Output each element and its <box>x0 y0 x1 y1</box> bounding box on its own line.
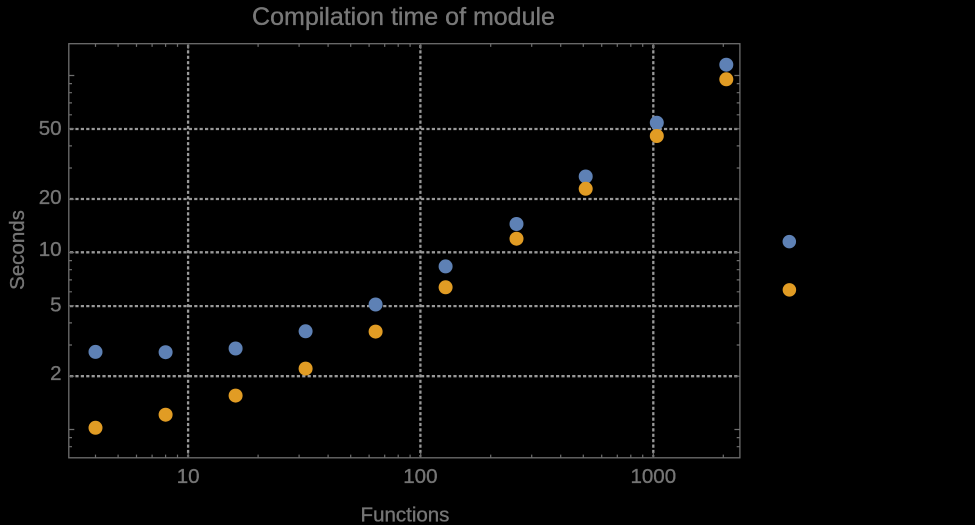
svg-text:Functions: Functions <box>361 504 450 525</box>
svg-text:20: 20 <box>39 186 62 209</box>
svg-text:10: 10 <box>39 238 62 261</box>
svg-text:Seconds: Seconds <box>6 210 29 290</box>
svg-text:Compilation time of module: Compilation time of module <box>252 3 555 31</box>
svg-text:10: 10 <box>177 465 200 488</box>
svg-text:100: 100 <box>403 465 437 488</box>
svg-text:2: 2 <box>50 362 61 385</box>
svg-text:50: 50 <box>39 117 62 140</box>
svg-text:5: 5 <box>50 293 61 316</box>
svg-text:1000: 1000 <box>630 465 676 488</box>
